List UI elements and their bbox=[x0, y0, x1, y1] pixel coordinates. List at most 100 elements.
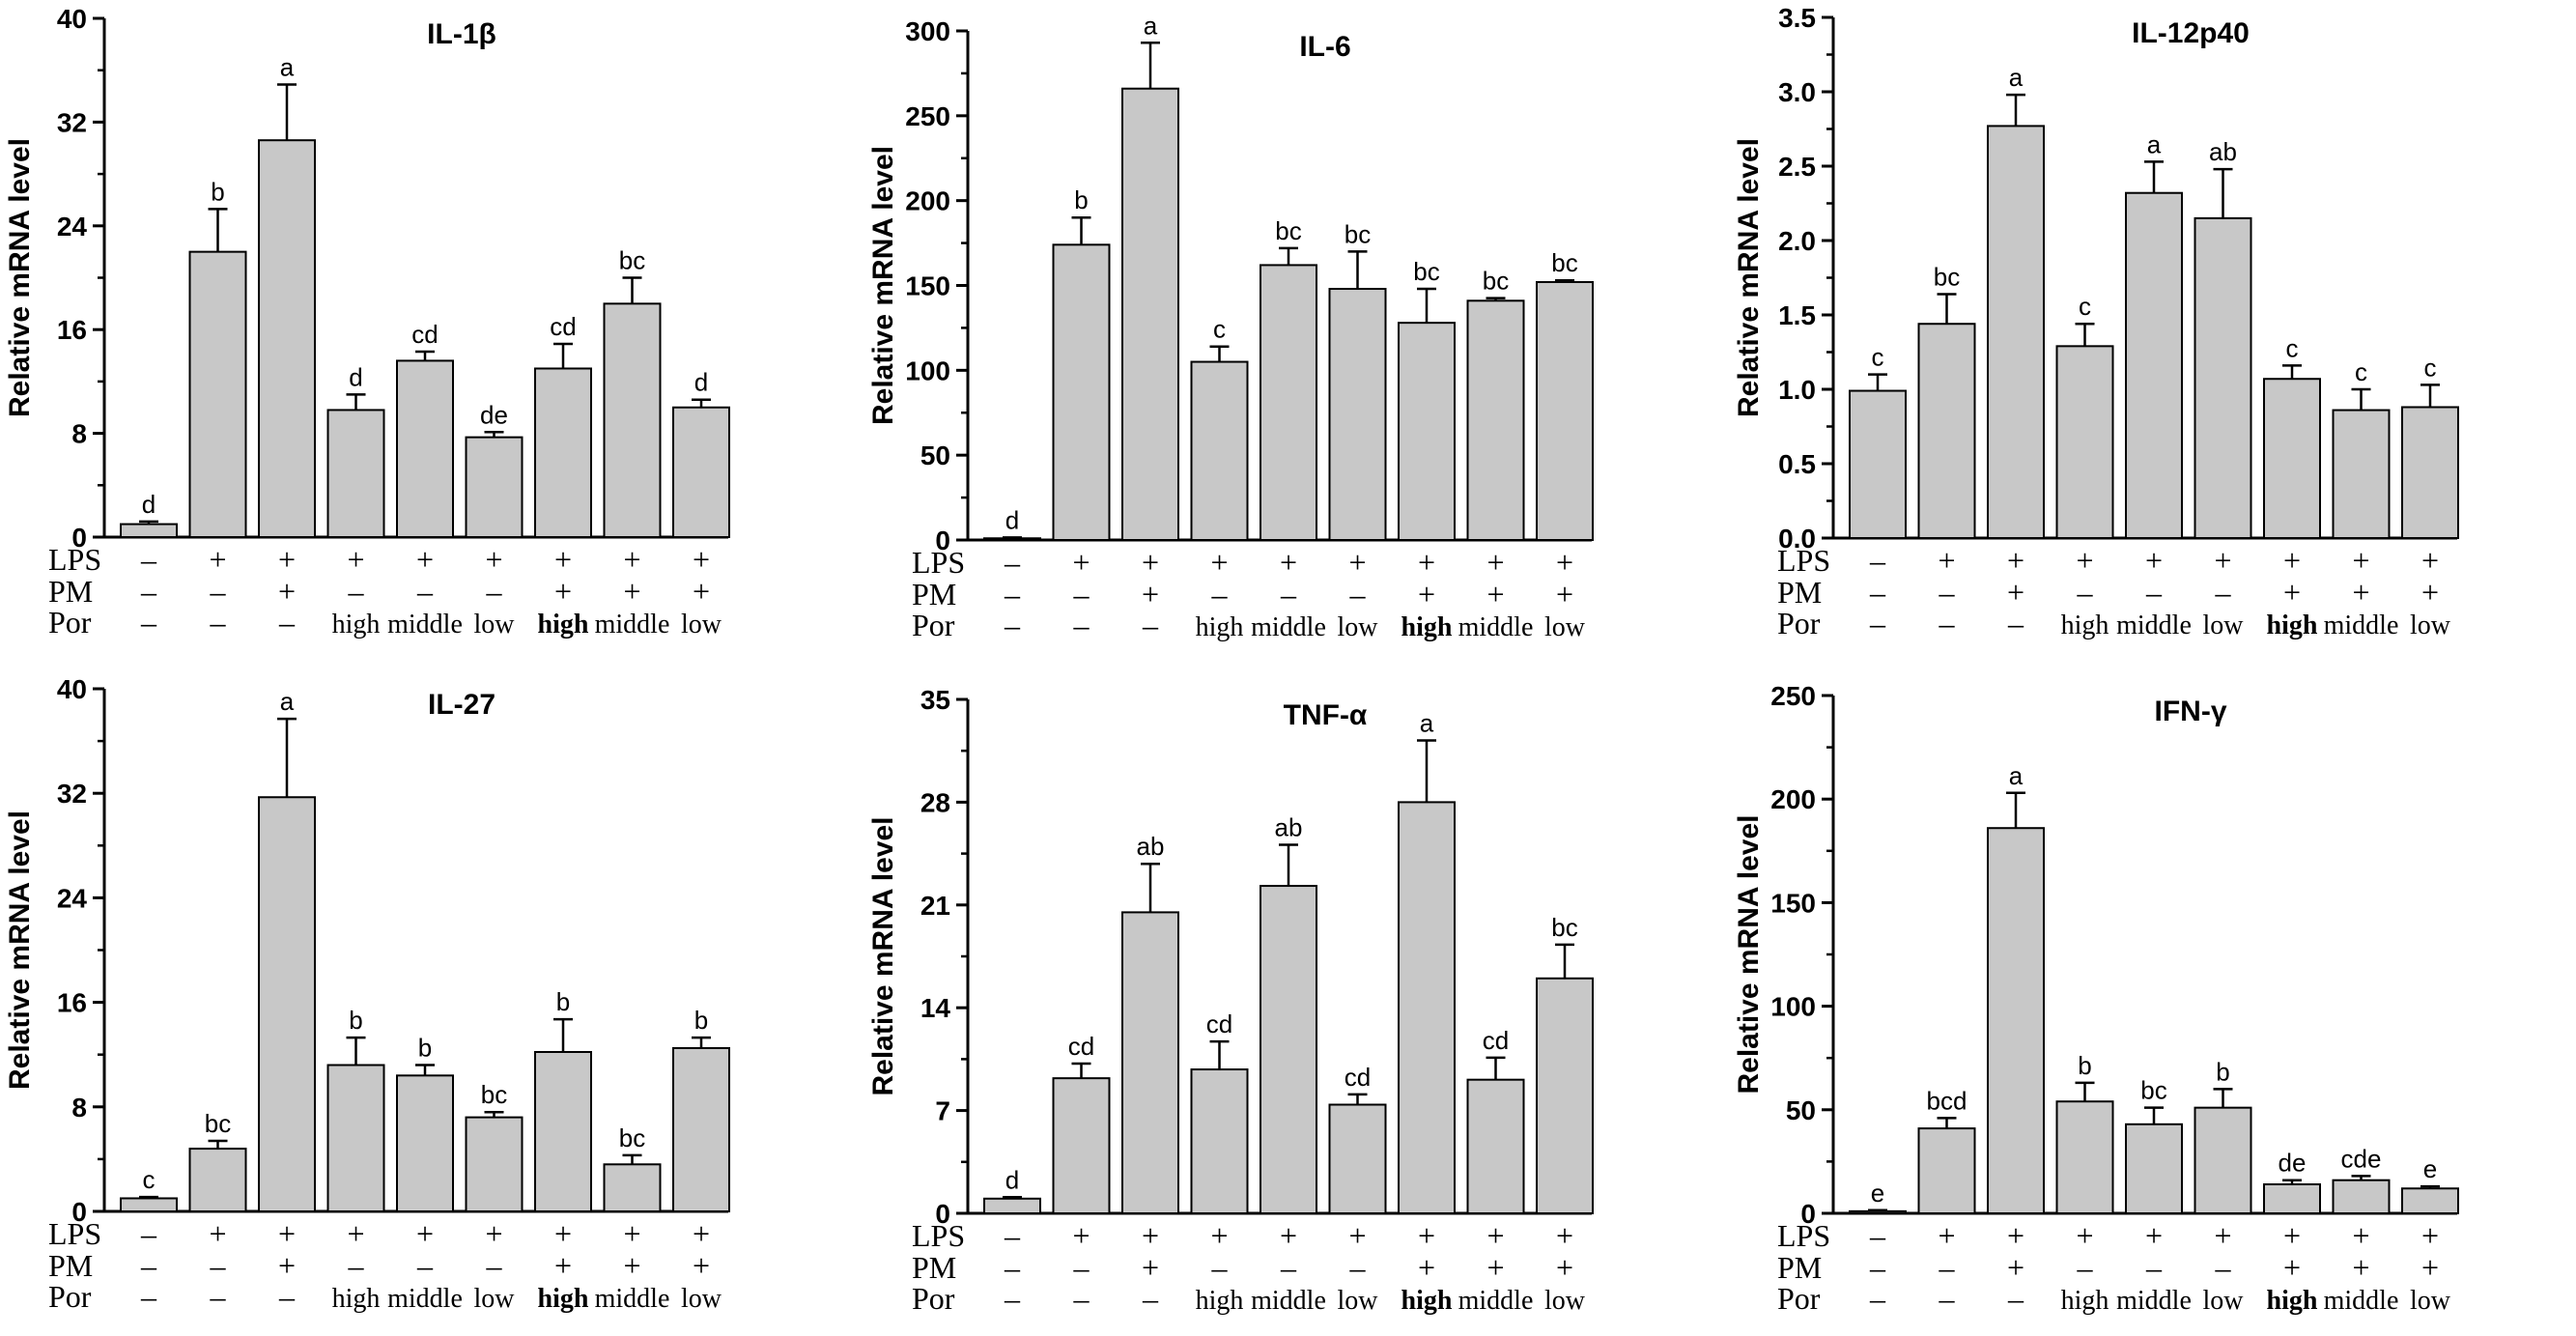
chart-title: TNF-α bbox=[1284, 699, 1368, 731]
condition-pm: – bbox=[1280, 577, 1297, 611]
significance-letter: cd bbox=[1206, 1009, 1232, 1038]
significance-letter: b bbox=[2216, 1057, 2229, 1086]
condition-pm: – bbox=[1939, 1250, 1956, 1285]
condition-por: – bbox=[1073, 608, 1090, 642]
condition-pm: + bbox=[554, 1248, 572, 1283]
condition-pm: – bbox=[140, 574, 157, 609]
condition-por: low bbox=[1544, 612, 1586, 642]
condition-pm: – bbox=[1073, 577, 1090, 611]
condition-por: – bbox=[1869, 606, 1886, 640]
condition-pm: + bbox=[2007, 575, 2024, 610]
condition-lps: – bbox=[1869, 1218, 1886, 1253]
significance-letter: bc bbox=[481, 1080, 507, 1109]
condition-pm: – bbox=[210, 574, 227, 609]
condition-por: middle bbox=[2116, 611, 2192, 640]
condition-por: low bbox=[474, 610, 516, 640]
bar bbox=[1536, 280, 1594, 541]
row-label-por: Por bbox=[48, 1279, 92, 1314]
condition-lps: + bbox=[693, 1216, 710, 1251]
condition-por: middle bbox=[1251, 612, 1326, 642]
y-tick-label: 2.0 bbox=[1778, 226, 1816, 256]
condition-pm: + bbox=[1142, 1250, 1159, 1285]
bar bbox=[2332, 1179, 2391, 1215]
y-tick-label: 28 bbox=[920, 787, 950, 817]
significance-letter: d bbox=[1005, 505, 1019, 534]
y-tick-label: 1.0 bbox=[1778, 375, 1816, 405]
significance-letter: b bbox=[1074, 185, 1088, 214]
y-tick-label: 40 bbox=[57, 4, 87, 34]
condition-pm: + bbox=[1486, 1250, 1504, 1285]
bar bbox=[1917, 323, 1976, 539]
bar bbox=[1466, 299, 1525, 541]
condition-pm: – bbox=[1869, 575, 1886, 610]
bar bbox=[2055, 1100, 2114, 1214]
condition-pm: – bbox=[1869, 1250, 1886, 1285]
condition-por: low bbox=[1338, 1286, 1379, 1316]
condition-lps: + bbox=[1556, 545, 1573, 580]
condition-por: middle bbox=[1251, 1286, 1326, 1316]
row-label-lps: LPS bbox=[48, 1216, 101, 1251]
bar bbox=[258, 139, 316, 538]
condition-por: middle bbox=[387, 610, 463, 640]
condition-pm: + bbox=[1556, 1250, 1573, 1285]
condition-pm: + bbox=[2421, 575, 2439, 610]
condition-pm: – bbox=[1211, 1250, 1229, 1285]
significance-letter: c bbox=[1872, 343, 1884, 372]
y-tick-label: 32 bbox=[57, 779, 87, 809]
condition-pm: + bbox=[2283, 575, 2301, 610]
significance-letter: c bbox=[1213, 315, 1226, 344]
y-tick-label: 100 bbox=[1770, 992, 1816, 1022]
significance-letter: e bbox=[2423, 1154, 2437, 1183]
significance-letter: bc bbox=[1345, 219, 1371, 248]
bar bbox=[534, 367, 592, 538]
bar bbox=[1190, 360, 1249, 541]
chart-title: IFN-γ bbox=[2155, 696, 2227, 727]
condition-lps: + bbox=[1280, 545, 1297, 580]
chart-panel-4: IL-27 Relative mRNA level 0 8 16 24 32 40 c bc a b b… bbox=[4, 674, 730, 1314]
condition-por: high bbox=[1401, 612, 1453, 642]
chart-title: IL-12p40 bbox=[2132, 17, 2250, 49]
condition-por: high bbox=[538, 610, 589, 640]
significance-letter: b bbox=[694, 1006, 708, 1035]
condition-pm: – bbox=[416, 574, 434, 609]
condition-lps: + bbox=[623, 1216, 640, 1251]
bar bbox=[2194, 216, 2252, 539]
condition-por: middle bbox=[1458, 1286, 1534, 1316]
y-tick-label: 0 bbox=[71, 1197, 87, 1227]
row-label-lps: LPS bbox=[1777, 543, 1830, 578]
condition-lps: + bbox=[2352, 1218, 2369, 1253]
row-label-lps: LPS bbox=[1777, 1218, 1830, 1253]
condition-lps: + bbox=[2145, 543, 2163, 578]
significance-letter: e bbox=[1871, 1179, 1884, 1208]
condition-pm: + bbox=[278, 1248, 296, 1283]
bar bbox=[120, 523, 178, 539]
condition-pm: + bbox=[693, 574, 710, 609]
y-tick-label: 21 bbox=[920, 891, 950, 921]
condition-lps: + bbox=[2352, 543, 2369, 578]
condition-por: – bbox=[1142, 1281, 1159, 1316]
condition-lps: + bbox=[2421, 543, 2439, 578]
condition-por: low bbox=[2203, 1286, 2245, 1316]
bar bbox=[1987, 125, 2045, 539]
condition-por: low bbox=[2410, 1286, 2451, 1316]
condition-lps: + bbox=[1938, 1218, 1955, 1253]
y-tick-label: 16 bbox=[57, 315, 87, 345]
significance-letter: bc bbox=[2140, 1076, 2166, 1105]
significance-letter: bc bbox=[205, 1109, 231, 1138]
row-label-pm: PM bbox=[48, 574, 93, 609]
condition-lps: + bbox=[1210, 545, 1228, 580]
condition-lps: + bbox=[485, 542, 502, 577]
condition-lps: + bbox=[1142, 1218, 1159, 1253]
condition-pm: + bbox=[2007, 1250, 2024, 1285]
bar bbox=[396, 359, 454, 539]
condition-pm: – bbox=[1939, 575, 1956, 610]
condition-por: middle bbox=[595, 610, 670, 640]
condition-pm: – bbox=[1073, 1250, 1090, 1285]
condition-pm: – bbox=[140, 1248, 157, 1283]
y-tick-label: 32 bbox=[57, 107, 87, 137]
row-label-por: Por bbox=[1777, 606, 1821, 640]
condition-pm: – bbox=[486, 1248, 503, 1283]
condition-pm: + bbox=[1556, 577, 1573, 611]
bar bbox=[258, 796, 316, 1212]
